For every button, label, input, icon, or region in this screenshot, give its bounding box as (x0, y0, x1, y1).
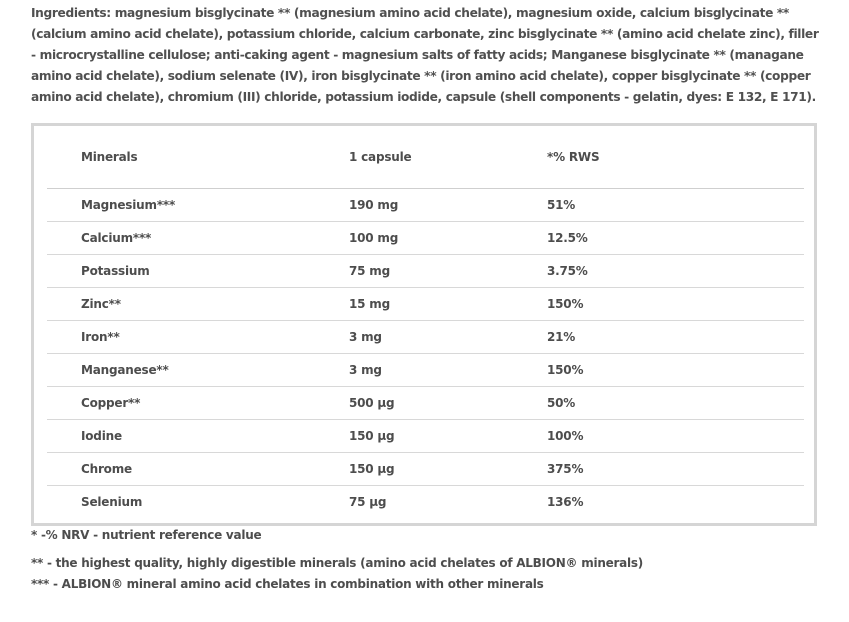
rws-percent: 150% (547, 297, 584, 311)
table-row: Iron** 3 mg 21% (47, 321, 804, 354)
rws-percent: 50% (547, 396, 576, 410)
mineral-name: Calcium*** (81, 231, 152, 245)
amount-per-capsule: 15 mg (349, 297, 390, 311)
rws-percent: 51% (547, 198, 576, 212)
amount-per-capsule: 3 mg (349, 330, 382, 344)
header-minerals: Minerals (81, 150, 138, 164)
nutrition-table-body: Minerals 1 capsule *% RWS Magnesium*** 19… (47, 126, 804, 518)
rws-percent: 12.5% (547, 231, 588, 245)
table-row: Magnesium*** 190 mg 51% (47, 189, 804, 222)
table-row: Zinc** 15 mg 150% (47, 288, 804, 321)
footnote-nrv: * -% NRV - nutrient reference value (31, 528, 262, 542)
mineral-name: Iron** (81, 330, 120, 344)
mineral-name: Manganese** (81, 363, 169, 377)
table-header-row: Minerals 1 capsule *% RWS (47, 126, 804, 189)
table-row: Iodine 150 µg 100% (47, 420, 804, 453)
ingredients-text: Ingredients: magnesium bisglycinate ** (… (31, 6, 819, 104)
mineral-name: Chrome (81, 462, 132, 476)
table-row: Copper** 500 µg 50% (47, 387, 804, 420)
rws-percent: 150% (547, 363, 584, 377)
nutrition-table: Minerals 1 capsule *% RWS Magnesium*** 19… (31, 123, 817, 526)
amount-per-capsule: 150 µg (349, 462, 395, 476)
rws-percent: 136% (547, 495, 584, 509)
rws-percent: 375% (547, 462, 584, 476)
rws-percent: 21% (547, 330, 576, 344)
mineral-name: Copper** (81, 396, 141, 410)
header-per-capsule: 1 capsule (349, 150, 412, 164)
table-row: Chrome 150 µg 375% (47, 453, 804, 486)
header-rws-percent: *% RWS (547, 150, 600, 164)
amount-per-capsule: 3 mg (349, 363, 382, 377)
rws-percent: 3.75% (547, 264, 588, 278)
amount-per-capsule: 500 µg (349, 396, 395, 410)
amount-per-capsule: 100 mg (349, 231, 399, 245)
footnote-highest-quality: ** - the highest quality, highly digesti… (31, 556, 644, 570)
table-row: Manganese** 3 mg 150% (47, 354, 804, 387)
rws-percent: 100% (547, 429, 584, 443)
table-row: Selenium 75 µg 136% (47, 486, 804, 518)
amount-per-capsule: 150 µg (349, 429, 395, 443)
mineral-name: Iodine (81, 429, 122, 443)
amount-per-capsule: 75 µg (349, 495, 387, 509)
mineral-name: Selenium (81, 495, 143, 509)
footnote-albion-combination: *** - ALBION® mineral amino acid chelate… (31, 577, 544, 591)
table-row: Calcium*** 100 mg 12.5% (47, 222, 804, 255)
amount-per-capsule: 75 mg (349, 264, 390, 278)
mineral-name: Magnesium*** (81, 198, 176, 212)
mineral-name: Zinc** (81, 297, 121, 311)
table-row: Potassium 75 mg 3.75% (47, 255, 804, 288)
mineral-name: Potassium (81, 264, 150, 278)
amount-per-capsule: 190 mg (349, 198, 399, 212)
